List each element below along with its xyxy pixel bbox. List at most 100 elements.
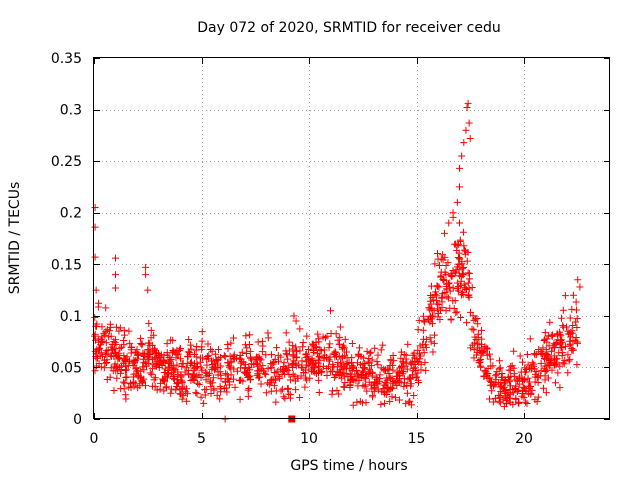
data-point [348, 375, 356, 383]
data-point [298, 357, 306, 365]
data-point [400, 383, 408, 391]
data-point [254, 338, 262, 346]
data-point [112, 254, 119, 262]
data-point [187, 358, 195, 366]
data-point [459, 290, 467, 298]
data-point [432, 292, 440, 300]
scatter-points [91, 99, 584, 423]
y-tick-label: 0.15 [51, 257, 82, 273]
data-point [360, 364, 368, 372]
data-point [436, 306, 444, 314]
data-point [173, 383, 181, 391]
data-point [490, 381, 498, 389]
data-point [167, 389, 175, 397]
data-point [511, 385, 519, 393]
data-point [253, 371, 261, 379]
data-point [472, 336, 480, 344]
data-point [222, 370, 230, 378]
data-point [414, 346, 422, 354]
data-point [217, 353, 225, 361]
data-point [169, 336, 177, 344]
data-point [548, 347, 556, 355]
data-point [270, 382, 278, 390]
data-point [457, 273, 465, 281]
data-point [245, 373, 253, 381]
data-point [381, 367, 389, 375]
data-point [334, 359, 342, 367]
data-point [556, 384, 564, 392]
data-point [282, 329, 290, 337]
data-point [280, 393, 288, 401]
data-point [491, 394, 499, 402]
data-point [142, 263, 150, 271]
data-point [495, 397, 503, 405]
data-point [139, 363, 147, 371]
y-tick-labels: 0 0.05 0.1 0.15 0.2 0.25 0.3 0.35 [51, 51, 82, 428]
data-point [430, 307, 438, 315]
data-point [379, 341, 387, 349]
data-point [489, 398, 497, 406]
data-point [462, 126, 470, 134]
data-point [150, 331, 158, 339]
data-point [367, 348, 375, 356]
data-point [564, 369, 572, 377]
data-point [110, 353, 118, 361]
data-point [507, 362, 515, 370]
data-point [316, 346, 324, 354]
data-point [427, 282, 435, 290]
data-point [195, 381, 203, 389]
data-point [221, 353, 229, 361]
data-point [531, 396, 539, 404]
data-point [422, 343, 430, 351]
data-point [458, 152, 466, 160]
data-point [436, 316, 444, 324]
data-point [170, 348, 178, 356]
data-point [106, 323, 114, 331]
data-point [196, 358, 204, 366]
data-point [333, 353, 341, 361]
data-point [102, 339, 110, 347]
data-point [410, 392, 418, 400]
data-point [455, 249, 463, 257]
data-point [309, 368, 317, 376]
data-point [545, 360, 553, 368]
data-point [516, 373, 524, 381]
data-point [440, 229, 448, 237]
data-point [172, 354, 180, 362]
data-point [466, 134, 474, 142]
data-point [202, 355, 210, 363]
data-point [526, 335, 534, 343]
data-point [138, 341, 146, 349]
data-point [134, 350, 142, 358]
data-point [389, 351, 397, 359]
data-point [568, 345, 576, 353]
data-point [208, 347, 216, 355]
data-point [125, 327, 133, 335]
data-point [203, 361, 211, 369]
data-point [536, 372, 544, 380]
data-point [289, 352, 297, 360]
data-point [275, 357, 283, 365]
data-point [374, 351, 382, 359]
data-point [340, 342, 348, 350]
data-point [302, 351, 310, 359]
data-point [192, 346, 200, 354]
data-point [134, 367, 142, 375]
data-point [327, 368, 335, 376]
data-point [247, 354, 255, 362]
data-point [217, 371, 225, 379]
data-point [303, 361, 311, 369]
data-point [292, 317, 300, 325]
data-point [230, 365, 238, 373]
data-point [374, 361, 382, 369]
data-point [444, 259, 452, 267]
data-point [411, 360, 419, 368]
data-point [496, 364, 504, 372]
data-point [542, 389, 550, 397]
data-point [123, 373, 131, 381]
data-point [546, 318, 554, 326]
data-point [435, 261, 443, 269]
data-point [368, 372, 376, 380]
data-point [384, 365, 392, 373]
y-tick-label: 0.2 [60, 206, 82, 222]
